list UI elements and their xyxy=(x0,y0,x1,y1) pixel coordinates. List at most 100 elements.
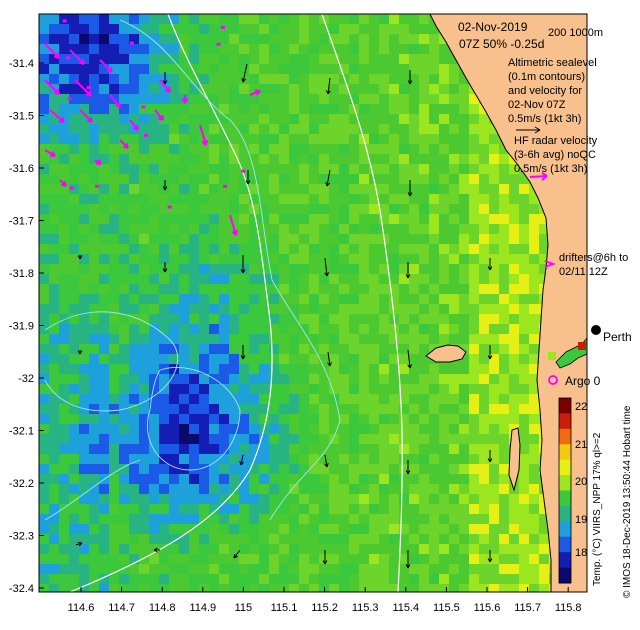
sst-pixel xyxy=(259,354,269,364)
sst-pixel xyxy=(329,224,339,234)
sst-pixel xyxy=(59,334,69,344)
sst-pixel xyxy=(49,414,59,424)
sst-pixel xyxy=(169,524,179,534)
sst-pixel xyxy=(209,574,219,584)
sst-pixel xyxy=(369,464,379,474)
sst-pixel xyxy=(49,74,59,84)
sst-pixel xyxy=(239,204,249,214)
sst-pixel xyxy=(469,564,479,574)
sst-pixel xyxy=(259,304,269,314)
sst-pixel xyxy=(179,134,189,144)
sst-pixel xyxy=(129,104,139,114)
sst-pixel xyxy=(499,364,509,374)
sst-pixel xyxy=(99,194,109,204)
sst-pixel xyxy=(89,24,99,34)
sst-pixel xyxy=(389,94,399,104)
sst-pixel xyxy=(269,204,279,214)
sst-pixel xyxy=(519,524,529,534)
sst-pixel xyxy=(279,354,289,364)
sst-pixel xyxy=(49,404,59,414)
sst-pixel xyxy=(489,304,499,314)
sst-pixel xyxy=(399,174,409,184)
sst-pixel xyxy=(69,244,79,254)
sst-pixel xyxy=(159,394,169,404)
sst-pixel xyxy=(39,384,49,394)
sst-pixel xyxy=(359,394,369,404)
velocity-arrow xyxy=(77,255,83,260)
sst-pixel xyxy=(479,124,489,134)
sst-pixel xyxy=(199,224,209,234)
sst-pixel xyxy=(369,274,379,284)
sst-pixel xyxy=(379,264,389,274)
sst-pixel xyxy=(469,504,479,514)
sst-pixel xyxy=(509,284,519,294)
sst-pixel xyxy=(269,114,279,124)
sst-pixel xyxy=(269,24,279,34)
sst-pixel xyxy=(349,74,359,84)
sst-pixel xyxy=(259,514,269,524)
sst-pixel xyxy=(59,544,69,554)
sst-pixel xyxy=(389,34,399,44)
sst-pixel xyxy=(109,284,119,294)
sst-pixel xyxy=(329,314,339,324)
sst-pixel xyxy=(319,104,329,114)
sst-pixel xyxy=(109,554,119,564)
sst-pixel xyxy=(489,554,499,564)
sst-pixel xyxy=(409,574,419,584)
sst-pixel xyxy=(189,284,199,294)
sst-pixel xyxy=(159,174,169,184)
sst-pixel xyxy=(519,474,529,484)
sst-pixel xyxy=(109,434,119,444)
sst-pixel xyxy=(139,424,149,434)
sst-pixel xyxy=(169,454,179,464)
velocity-arrow xyxy=(77,350,83,355)
sst-pixel xyxy=(99,94,109,104)
x-axis: 114.6 114.7 114.8 114.9 115 115.1 115.2 115.3 11… xyxy=(68,587,582,614)
sst-pixel xyxy=(109,14,119,24)
sst-pixel xyxy=(139,104,149,114)
velocity-arrow xyxy=(405,550,411,569)
sst-pixel xyxy=(49,434,59,444)
sst-pixel xyxy=(419,14,429,24)
sst-pixel xyxy=(229,124,239,134)
sst-pixel xyxy=(189,344,199,354)
sst-pixel xyxy=(49,154,59,164)
sst-pixel xyxy=(519,574,529,584)
sst-pixel xyxy=(269,464,279,474)
sst-pixel xyxy=(419,404,429,414)
hf-legend-line-2: (3-6h avg) noQC xyxy=(514,149,596,161)
sst-pixel xyxy=(179,424,189,434)
sst-pixel xyxy=(339,574,349,584)
sst-pixel xyxy=(469,94,479,104)
sst-pixel xyxy=(79,464,89,474)
sst-pixel xyxy=(459,224,469,234)
sst-pixel xyxy=(209,464,219,474)
sst-pixel xyxy=(479,264,489,274)
sst-pixel xyxy=(209,84,219,94)
x-tick-label: 115 xyxy=(235,602,253,614)
sst-pixel xyxy=(69,274,79,284)
contour-levels-label: 200 1000m xyxy=(548,27,603,39)
sst-pixel xyxy=(239,274,249,284)
sst-pixel xyxy=(379,34,389,44)
sst-pixel xyxy=(379,424,389,434)
sst-pixel xyxy=(169,464,179,474)
sst-pixel xyxy=(389,44,399,54)
sst-pixel xyxy=(509,214,519,224)
sst-pixel xyxy=(69,544,79,554)
sst-pixel xyxy=(179,244,189,254)
sst-pixel xyxy=(239,14,249,24)
sst-pixel xyxy=(59,304,69,314)
sst-pixel xyxy=(469,394,479,404)
sst-pixel xyxy=(89,54,99,64)
sst-pixel xyxy=(219,464,229,474)
sst-pixel xyxy=(179,394,189,404)
sst-pixel xyxy=(439,44,449,54)
sst-pixel xyxy=(279,434,289,444)
sst-pixel xyxy=(259,254,269,264)
sst-pixel xyxy=(259,324,269,334)
sst-pixel xyxy=(309,74,319,84)
sst-pixel xyxy=(379,354,389,364)
sst-pixel xyxy=(379,564,389,574)
sst-pixel xyxy=(259,374,269,384)
